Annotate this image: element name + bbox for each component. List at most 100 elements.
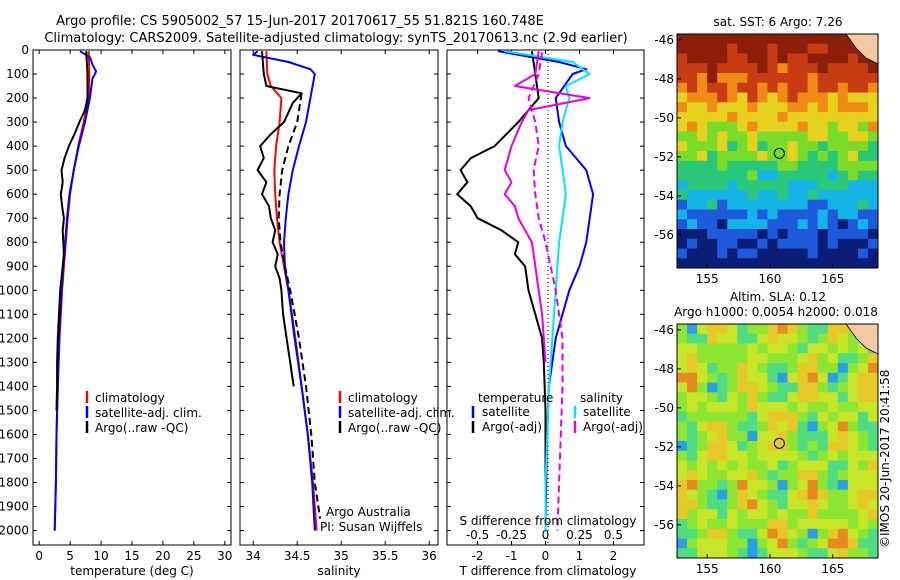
temperature-panel: 0100200300400500600700800900100011001200… bbox=[0, 43, 232, 578]
heatmap-cell bbox=[737, 180, 748, 191]
y-tick-label: -48 bbox=[654, 72, 674, 86]
heatmap-cell bbox=[867, 151, 879, 162]
heatmap-cell bbox=[687, 121, 698, 132]
heatmap-cell bbox=[757, 363, 768, 374]
heatmap-cell bbox=[707, 238, 718, 249]
x-tick-label: 10 bbox=[93, 549, 108, 563]
heatmap-cell bbox=[687, 209, 698, 220]
heatmap-cell bbox=[827, 509, 839, 520]
heatmap-cell bbox=[697, 470, 708, 481]
heatmap-cell bbox=[687, 82, 698, 93]
heatmap-cell bbox=[827, 519, 839, 530]
heatmap-cell bbox=[697, 343, 708, 354]
heatmap-cell bbox=[867, 102, 879, 113]
heatmap-cell bbox=[777, 324, 789, 335]
heatmap-cell bbox=[867, 199, 879, 210]
heatmap-cell bbox=[747, 151, 758, 162]
heatmap-cell bbox=[727, 112, 738, 123]
legend-label-s-argo: Argo(-adj) bbox=[583, 420, 643, 434]
s-difference-xlabel: S difference from climatology bbox=[460, 514, 637, 528]
heatmap-cell bbox=[707, 499, 718, 510]
heatmap-cell bbox=[827, 102, 839, 113]
heatmap-cell bbox=[717, 489, 728, 500]
heatmap-cell bbox=[717, 382, 728, 393]
heatmap-cell bbox=[857, 258, 869, 269]
heatmap-cell bbox=[837, 43, 849, 54]
legend-label-satellite: satellite-adj. clim. bbox=[348, 406, 455, 420]
heatmap-cell bbox=[707, 421, 718, 432]
heatmap-cell bbox=[807, 102, 819, 113]
heatmap-cell bbox=[837, 382, 849, 393]
heatmap-cell bbox=[797, 209, 809, 220]
heatmap-cell bbox=[737, 229, 748, 240]
heatmap-cell bbox=[697, 190, 708, 201]
heatmap-cell bbox=[737, 53, 748, 64]
heatmap-cell bbox=[807, 480, 819, 491]
heatmap-cell bbox=[697, 548, 708, 559]
heatmap-cell bbox=[757, 82, 768, 93]
heatmap-cell bbox=[717, 431, 728, 442]
heatmap-cell bbox=[697, 34, 708, 45]
heatmap-cell bbox=[707, 363, 718, 374]
heatmap-cell bbox=[707, 372, 718, 383]
heatmap-cell bbox=[827, 258, 839, 269]
y-tick-label: 1700 bbox=[0, 451, 29, 465]
heatmap-cell bbox=[827, 131, 839, 142]
heatmap-cell bbox=[857, 151, 869, 162]
heatmap-cell bbox=[747, 411, 758, 422]
heatmap-cell bbox=[747, 141, 758, 152]
heatmap-cell bbox=[767, 34, 778, 45]
heatmap-cell bbox=[867, 499, 879, 510]
heatmap-cell bbox=[767, 92, 778, 103]
heatmap-cell bbox=[727, 238, 738, 249]
heatmap-cell bbox=[787, 470, 799, 481]
heatmap-cell bbox=[847, 170, 859, 181]
heatmap-cell bbox=[727, 489, 738, 500]
heatmap-cell bbox=[747, 372, 758, 383]
heatmap-cell bbox=[717, 170, 728, 181]
heatmap-cell bbox=[687, 43, 698, 54]
salinity-panel: 34 34.5 35 35.5 36 climatology satellite-adj… bbox=[239, 49, 455, 578]
heatmap-cell bbox=[717, 92, 728, 103]
heatmap-cell bbox=[817, 363, 829, 374]
heatmap-cell bbox=[837, 519, 849, 530]
heatmap-cell bbox=[737, 441, 748, 452]
heatmap-cell bbox=[727, 43, 738, 54]
heatmap-cell bbox=[817, 499, 829, 510]
heatmap-cell bbox=[707, 199, 718, 210]
heatmap-cell bbox=[687, 509, 698, 520]
heatmap-cell bbox=[677, 402, 688, 413]
heatmap-cell bbox=[687, 170, 698, 181]
x2-tick-label: -0.25 bbox=[496, 528, 527, 542]
heatmap-cell bbox=[787, 421, 799, 432]
heatmap-cell bbox=[837, 480, 849, 491]
heatmap-cell bbox=[727, 333, 738, 344]
heatmap-cell bbox=[747, 333, 758, 344]
heatmap-cell bbox=[797, 450, 809, 461]
heatmap-cell bbox=[737, 450, 748, 461]
heatmap-cell bbox=[787, 450, 799, 461]
y-tick-label: 1000 bbox=[0, 283, 29, 297]
heatmap-cell bbox=[857, 170, 869, 181]
heatmap-cell bbox=[787, 180, 799, 191]
heatmap-cell bbox=[847, 102, 859, 113]
heatmap-cell bbox=[837, 238, 849, 249]
heatmap-cell bbox=[697, 121, 708, 132]
heatmap-cell bbox=[847, 199, 859, 210]
heatmap-cell bbox=[757, 528, 768, 539]
heatmap-cell bbox=[847, 112, 859, 123]
heatmap-cell bbox=[777, 480, 789, 491]
heatmap-cell bbox=[777, 190, 789, 201]
heatmap-cell bbox=[707, 411, 718, 422]
heatmap-cell bbox=[787, 402, 799, 413]
heatmap-cell bbox=[757, 421, 768, 432]
sst-map-title: sat. SST: 6 Argo: 7.26 bbox=[714, 15, 843, 29]
heatmap-cell bbox=[747, 470, 758, 481]
heatmap-cell bbox=[767, 421, 778, 432]
heatmap-cell bbox=[787, 548, 799, 559]
heatmap-cell bbox=[837, 372, 849, 383]
heatmap-cell bbox=[767, 528, 778, 539]
heatmap-cell bbox=[777, 102, 789, 113]
heatmap-cell bbox=[727, 131, 738, 142]
y-tick-label: -54 bbox=[654, 189, 674, 203]
